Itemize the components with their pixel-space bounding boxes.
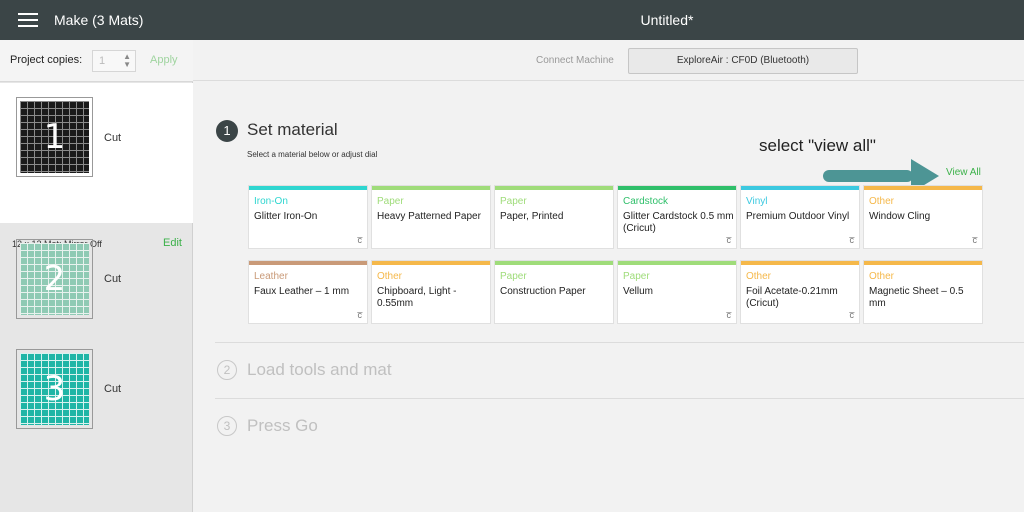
- view-all-link[interactable]: View All: [946, 167, 981, 178]
- top-bar: Make (3 Mats) Untitled*: [0, 0, 1024, 40]
- material-color-bar: [741, 261, 859, 265]
- material-card[interactable]: Iron-On Glitter Iron-On c̅: [248, 185, 368, 249]
- material-color-bar: [372, 261, 490, 265]
- step-1-subtitle: Select a material below or adjust dial: [247, 150, 378, 159]
- mat-action-label: Cut: [104, 273, 122, 285]
- material-card[interactable]: Other Chipboard, Light - 0.55mm: [371, 260, 491, 324]
- material-category: Iron-On: [254, 196, 288, 207]
- cricut-c-icon: c̅: [357, 310, 363, 320]
- material-color-bar: [741, 186, 859, 190]
- material-category: Other: [377, 271, 403, 282]
- mat-number: 2: [43, 259, 66, 299]
- material-category: Paper: [623, 271, 650, 282]
- material-name: Magnetic Sheet – 0.5 mm: [869, 286, 964, 309]
- step-1-number: 1: [216, 120, 238, 142]
- material-category: Other: [869, 196, 895, 207]
- mat-preview-2[interactable]: 2: [16, 239, 93, 319]
- mat-item-3[interactable]: 3 Cut: [0, 333, 193, 443]
- material-color-bar: [618, 186, 736, 190]
- material-name: Foil Acetate-0.21mm (Cricut): [746, 286, 838, 309]
- material-name: Glitter Iron-On: [254, 211, 318, 222]
- step-2-number: 2: [217, 360, 237, 380]
- material-card[interactable]: Other Foil Acetate-0.21mm (Cricut) c̅: [740, 260, 860, 324]
- cricut-c-icon: c̅: [972, 235, 978, 245]
- material-category: Leather: [254, 271, 288, 282]
- material-category: Paper: [500, 196, 527, 207]
- project-copies-bar: Project copies: 1 ▲ ▼ Apply: [0, 40, 193, 82]
- mat-edit-link[interactable]: Edit: [163, 237, 182, 249]
- material-name: Vellum: [623, 286, 654, 297]
- connect-bar: Connect Machine ExploreAir : CF0D (Bluet…: [193, 40, 1024, 81]
- material-card[interactable]: Other Window Cling c̅: [863, 185, 983, 249]
- material-category: Vinyl: [746, 196, 768, 207]
- material-card[interactable]: Leather Faux Leather – 1 mm c̅: [248, 260, 368, 324]
- mat-action-label: Cut: [104, 132, 122, 144]
- material-color-bar: [495, 186, 613, 190]
- mat-number: 3: [43, 369, 66, 409]
- mat-item-2[interactable]: 2 Cut: [0, 223, 193, 333]
- make-title: Make (3 Mats): [54, 12, 144, 28]
- material-color-bar: [372, 186, 490, 190]
- annotation-text: select "view all": [759, 136, 876, 155]
- mat-item-1[interactable]: 1 Cut 12 x 12 Mat; Mirror Off Edit: [0, 83, 193, 249]
- mat-preview-1[interactable]: 1: [16, 97, 93, 177]
- cricut-c-icon: c̅: [849, 310, 855, 320]
- material-color-bar: [864, 261, 982, 265]
- material-category: Other: [746, 271, 772, 282]
- document-title: Untitled*: [640, 12, 694, 28]
- copies-stepper[interactable]: ▲ ▼: [123, 52, 131, 69]
- material-category: Other: [869, 271, 895, 282]
- material-category: Cardstock: [623, 196, 669, 207]
- main-panel: 1 Set material Select a material below o…: [193, 82, 1024, 512]
- mat-preview-3[interactable]: 3: [16, 349, 93, 429]
- material-name: Construction Paper: [500, 286, 586, 297]
- material-color-bar: [864, 186, 982, 190]
- material-color-bar: [249, 186, 367, 190]
- material-color-bar: [495, 261, 613, 265]
- mat-number: 1: [43, 117, 66, 157]
- divider: [215, 342, 1024, 343]
- material-card[interactable]: Cardstock Glitter Cardstock 0.5 mm (Cric…: [617, 185, 737, 249]
- material-name: Window Cling: [869, 211, 931, 222]
- material-color-bar: [249, 261, 367, 265]
- cricut-c-icon: c̅: [849, 235, 855, 245]
- material-name: Faux Leather – 1 mm: [254, 286, 350, 297]
- material-color-bar: [618, 261, 736, 265]
- apply-button[interactable]: Apply: [150, 54, 178, 66]
- step-1-title: Set material: [247, 120, 338, 139]
- annotation-arrow-icon: [823, 170, 913, 182]
- material-name: Premium Outdoor Vinyl: [746, 211, 850, 222]
- project-copies-input[interactable]: 1 ▲ ▼: [92, 50, 136, 72]
- material-card[interactable]: Paper Heavy Patterned Paper: [371, 185, 491, 249]
- material-card[interactable]: Paper Construction Paper: [494, 260, 614, 324]
- mat-sidebar: Project copies: 1 ▲▼ Apply 1 Cut 12 x 12…: [0, 40, 193, 512]
- material-name: Chipboard, Light - 0.55mm: [377, 286, 457, 309]
- project-copies-label: Project copies:: [10, 54, 83, 66]
- material-card[interactable]: Paper Paper, Printed: [494, 185, 614, 249]
- machine-select-button[interactable]: ExploreAir : CF0D (Bluetooth): [628, 48, 858, 74]
- material-name: Heavy Patterned Paper: [377, 211, 481, 222]
- hamburger-menu-icon[interactable]: [18, 13, 38, 27]
- step-3-number: 3: [217, 416, 237, 436]
- step-3-title: Press Go: [247, 416, 318, 435]
- material-card[interactable]: Other Magnetic Sheet – 0.5 mm: [863, 260, 983, 324]
- material-name: Paper, Printed: [500, 211, 564, 222]
- cricut-c-icon: c̅: [726, 310, 732, 320]
- material-card[interactable]: Vinyl Premium Outdoor Vinyl c̅: [740, 185, 860, 249]
- cricut-c-icon: c̅: [357, 235, 363, 245]
- divider: [215, 398, 1024, 399]
- material-card[interactable]: Paper Vellum c̅: [617, 260, 737, 324]
- material-name: Glitter Cardstock 0.5 mm (Cricut): [623, 211, 734, 234]
- cricut-c-icon: c̅: [726, 235, 732, 245]
- material-category: Paper: [377, 196, 404, 207]
- step-2-title: Load tools and mat: [247, 360, 392, 379]
- connect-machine-label: Connect Machine: [536, 55, 614, 66]
- material-category: Paper: [500, 271, 527, 282]
- mat-action-label: Cut: [104, 383, 122, 395]
